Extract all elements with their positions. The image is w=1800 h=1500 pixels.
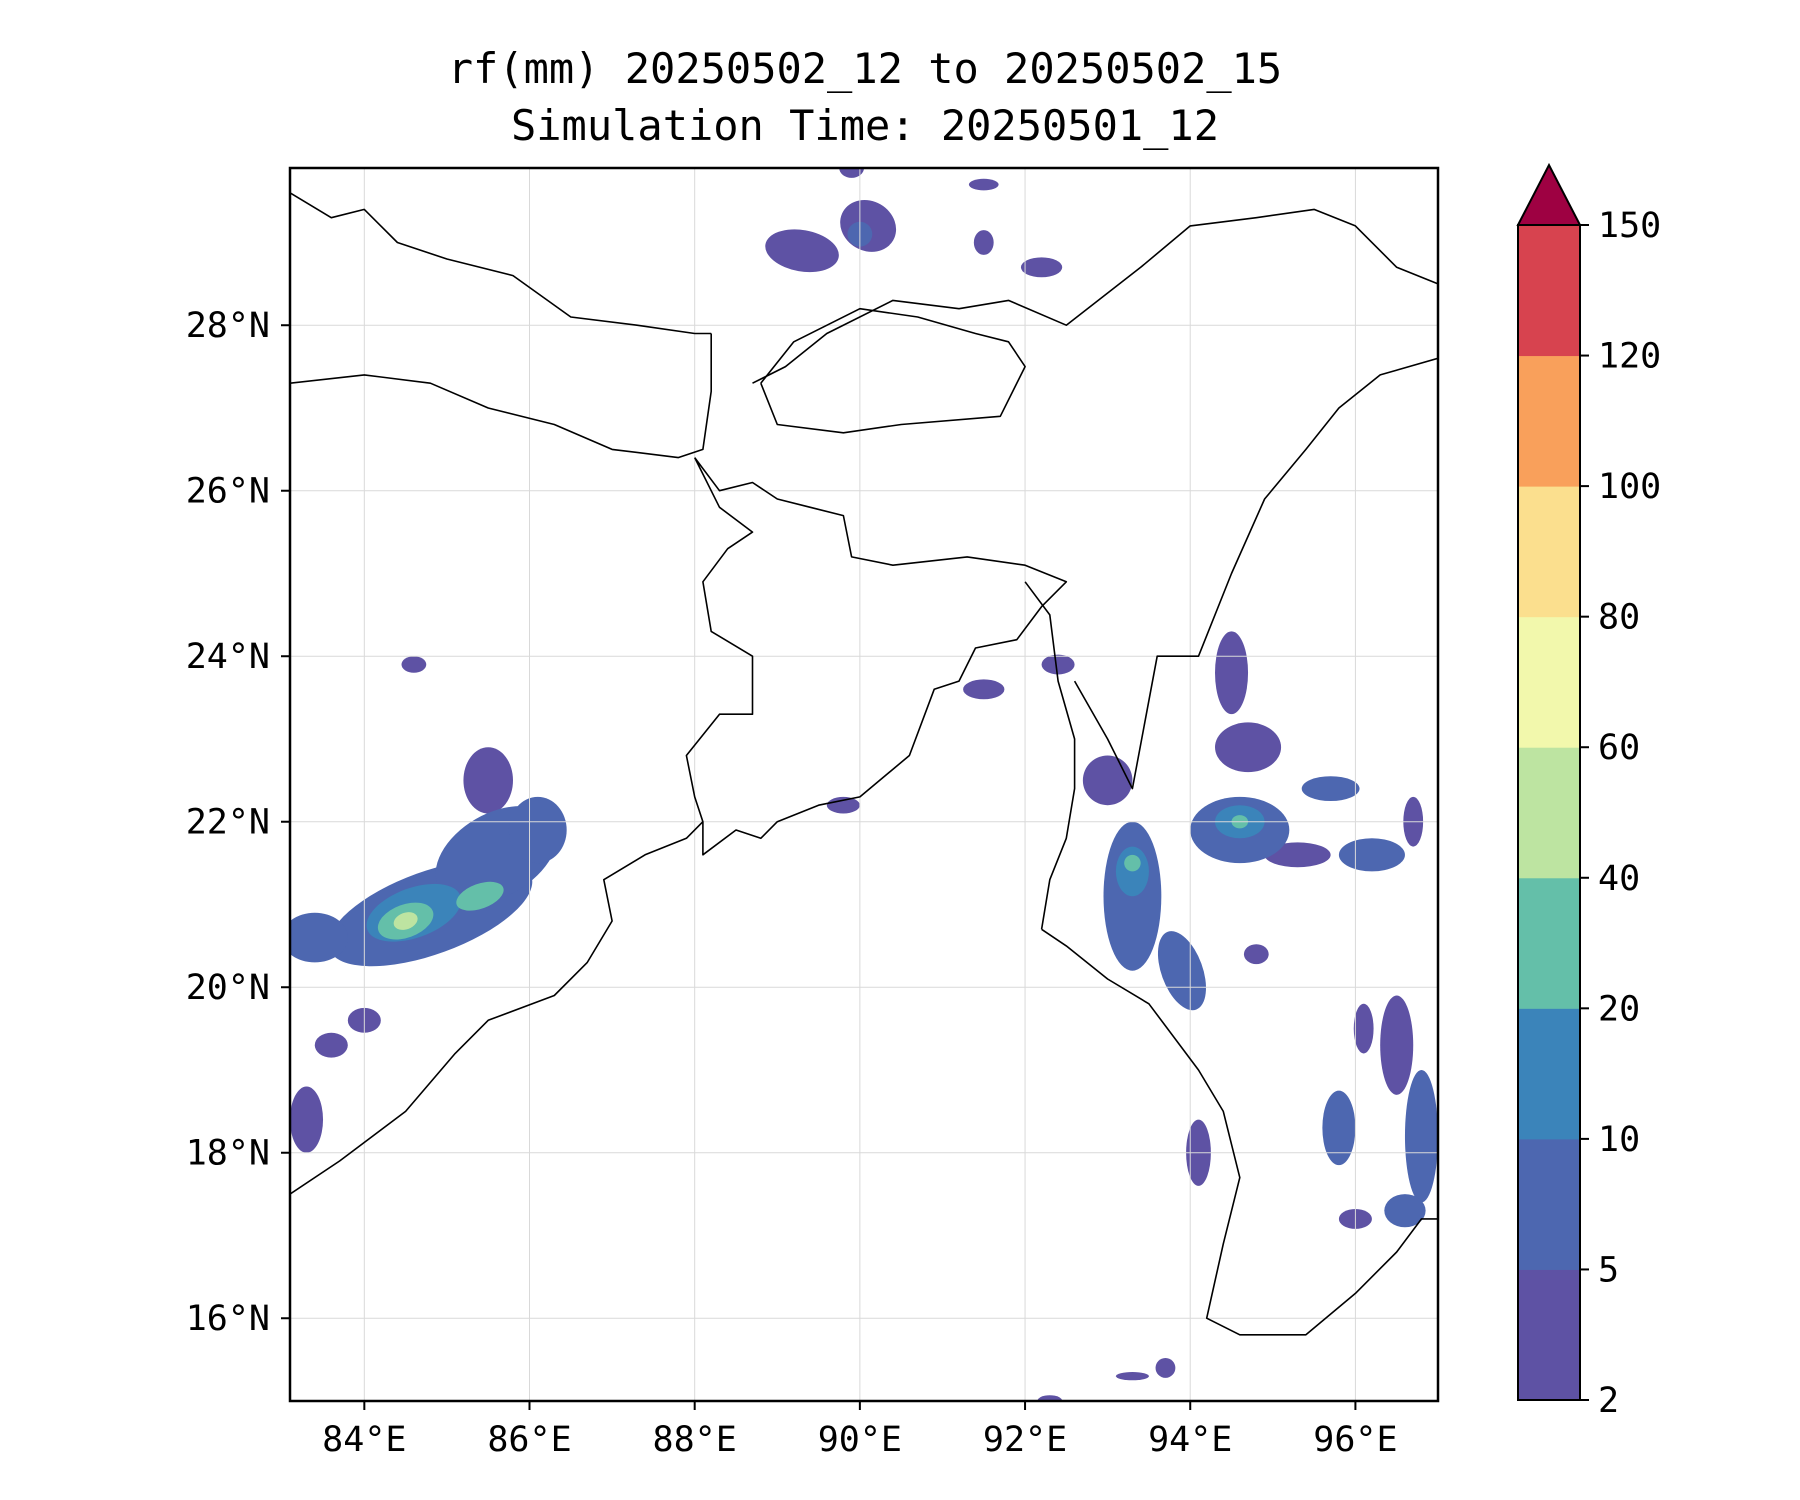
- rain-cell: [1041, 654, 1075, 675]
- x-tick-label: 90°E: [818, 1420, 902, 1460]
- rain-cell: [1037, 1395, 1063, 1401]
- rain-cell: [401, 656, 427, 673]
- country-boundaries: [290, 192, 1438, 1336]
- boundary-line: [1041, 928, 1438, 1336]
- rain-cell: [963, 679, 1005, 700]
- colorbar-tick-label: 10: [1598, 1120, 1640, 1160]
- colorbar-tick-label: 40: [1598, 859, 1640, 899]
- rain-cell: [1353, 1003, 1374, 1054]
- boundary-line: [1073, 357, 1438, 790]
- x-tick-label: 84°E: [322, 1420, 406, 1460]
- rain-cell: [1243, 944, 1269, 965]
- colorbar-tick-label: 80: [1598, 598, 1640, 638]
- boundary-line: [290, 821, 704, 1195]
- boundary-line: [760, 307, 1026, 434]
- y-tick-label: 24°N: [186, 637, 270, 677]
- rain-cell: [314, 1032, 348, 1058]
- rain-cell: [508, 796, 567, 864]
- boundary-line: [290, 333, 712, 459]
- rain-cell: [393, 912, 418, 930]
- y-tick-label: 22°N: [186, 803, 270, 843]
- chart-title: rf(mm) 20250502_12 to 20250502_15: [448, 44, 1282, 93]
- colorbar-frame: [1517, 224, 1581, 1401]
- boundary-line: [1024, 581, 1076, 930]
- colorbar-tick-label: 20: [1598, 989, 1640, 1029]
- colorbar-segment: [1518, 355, 1580, 487]
- rain-cell: [463, 747, 513, 814]
- colorbar-segment: [1518, 1138, 1580, 1270]
- y-tick-label: 28°N: [186, 306, 270, 346]
- colorbar-tick-label: 120: [1598, 337, 1661, 377]
- rain-cell: [1115, 846, 1149, 897]
- colorbar-tick-label: 5: [1598, 1250, 1619, 1290]
- axis-ticks: 84°E 86°E 88°E 90°E 92°E 94°E 96°E 16°N 18°N 20°N…: [186, 306, 1398, 1460]
- chart-subtitle: Simulation Time: 20250501_12: [511, 101, 1219, 150]
- x-tick-label: 86°E: [487, 1420, 571, 1460]
- colorbar-tick-label: 60: [1598, 728, 1640, 768]
- colorbar-segment: [1518, 877, 1580, 1009]
- rain-cell: [290, 1086, 324, 1153]
- rain-cell: [1384, 1194, 1426, 1228]
- rain-cell: [839, 168, 864, 178]
- colorbar-extend-arrow: [1516, 162, 1582, 226]
- colorbar-tick-label: 100: [1598, 467, 1661, 507]
- x-tick-label: 88°E: [653, 1420, 737, 1460]
- rain-cell: [1115, 1372, 1149, 1381]
- rain-cell: [973, 230, 994, 255]
- rain-cell: [1404, 1070, 1438, 1203]
- rain-cell: [1380, 995, 1414, 1095]
- rain-cell: [1264, 842, 1331, 868]
- rain-cell: [968, 178, 999, 191]
- colorbar-segment: [1518, 225, 1580, 357]
- map-plot-area: [290, 168, 1438, 1401]
- colorbar-tick-label: 2: [1598, 1381, 1619, 1421]
- y-tick-label: 18°N: [186, 1134, 270, 1174]
- boundary-line: [752, 208, 1438, 384]
- rain-cell: [1157, 931, 1206, 1011]
- boundary-line: [290, 192, 712, 335]
- rainfall-contours: [290, 168, 1438, 1401]
- boundary-line: [685, 457, 1068, 856]
- y-tick-label: 16°N: [186, 1299, 270, 1339]
- rain-cell: [1020, 257, 1063, 278]
- gridlines: [290, 168, 1438, 1401]
- rain-cell: [1301, 776, 1360, 802]
- y-tick-label: 20°N: [186, 968, 270, 1008]
- map-background: [290, 168, 1438, 1401]
- colorbar-tick-label: 150: [1598, 206, 1661, 246]
- colorbar-segment: [1518, 616, 1580, 748]
- colorbar-segment: [1518, 747, 1580, 879]
- y-tick-label: 26°N: [186, 472, 270, 512]
- rain-cell: [1155, 1357, 1176, 1378]
- colorbar-segment: [1518, 1269, 1580, 1401]
- colorbar-segment: [1518, 1008, 1580, 1140]
- colorbar: 2 5 10 20 40 60 80 100 120 150: [1516, 162, 1661, 1421]
- x-tick-label: 96°E: [1313, 1420, 1397, 1460]
- rain-cell: [1124, 854, 1141, 872]
- rain-cell: [290, 912, 348, 963]
- x-tick-label: 94°E: [1148, 1420, 1232, 1460]
- rain-cell: [1215, 722, 1282, 773]
- rain-cell: [1322, 1090, 1356, 1166]
- map-frame: [288, 166, 1440, 1403]
- rain-cell: [456, 881, 504, 911]
- rain-cell: [1338, 838, 1405, 872]
- x-tick-label: 92°E: [983, 1420, 1067, 1460]
- rain-cell: [1215, 631, 1249, 715]
- colorbar-segment: [1518, 486, 1580, 618]
- rain-cell: [1082, 755, 1133, 806]
- rain-cell: [826, 796, 860, 814]
- rain-cell: [765, 229, 839, 273]
